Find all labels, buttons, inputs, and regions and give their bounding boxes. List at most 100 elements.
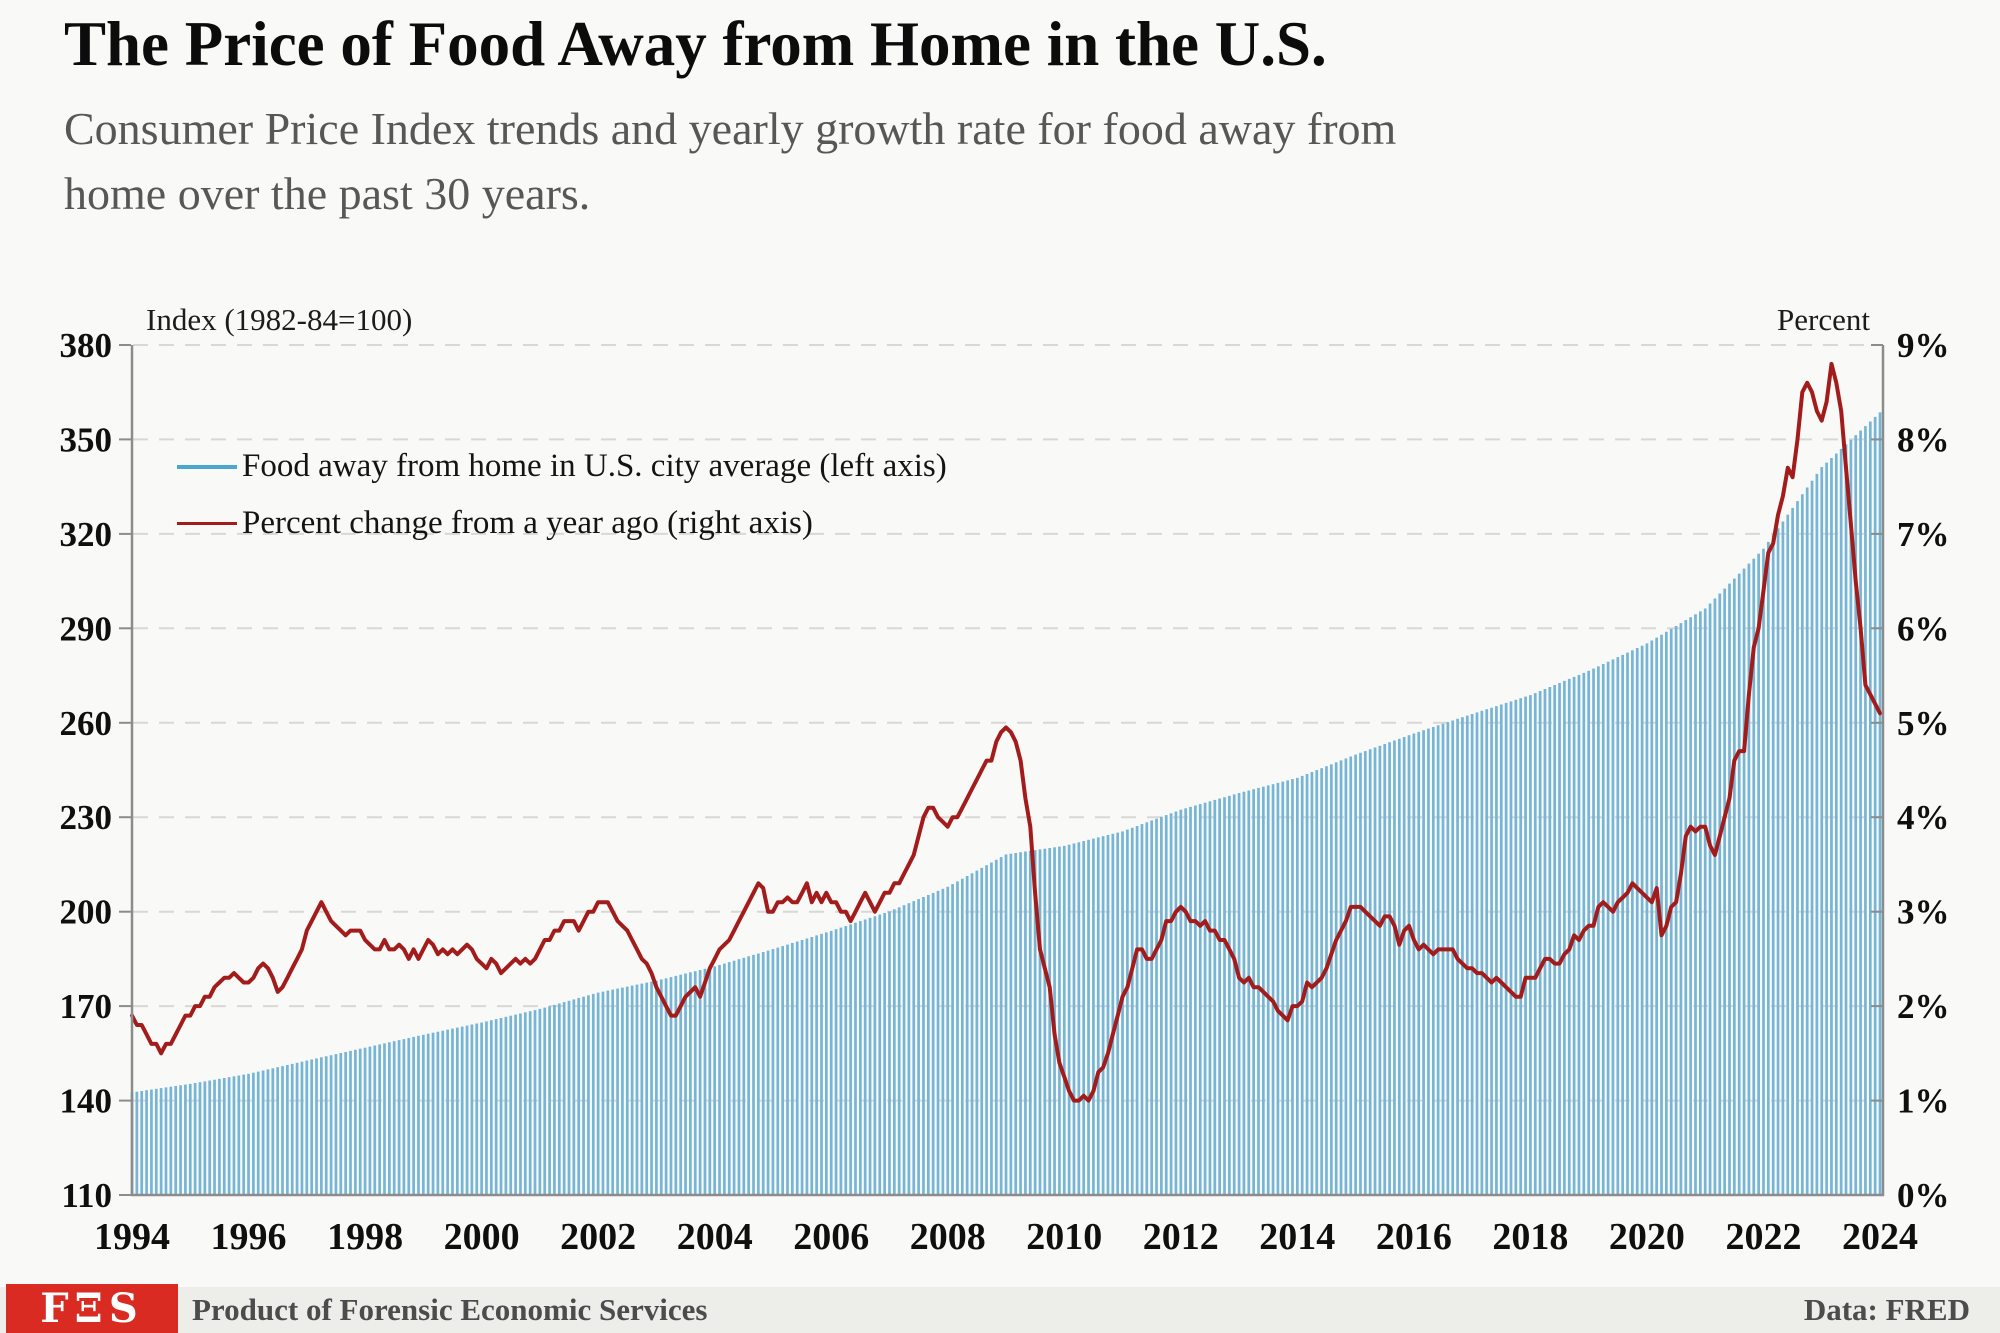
cpi-bar (188, 1083, 192, 1194)
cpi-bar (1237, 793, 1241, 1194)
cpi-bar (1718, 593, 1722, 1194)
cpi-bar (1524, 696, 1527, 1194)
cpi-bar (368, 1046, 372, 1194)
cpi-bar (1626, 652, 1629, 1194)
cpi-bar (1189, 806, 1192, 1194)
cpi-bar (1747, 563, 1751, 1194)
cpi-bar (917, 899, 920, 1194)
cpi-bar (514, 1014, 517, 1194)
cpi-bar (1465, 715, 1469, 1194)
cpi-bar (523, 1012, 527, 1194)
cpi-bar (800, 940, 804, 1194)
cpi-bar (475, 1023, 479, 1194)
cpi-bar (674, 975, 678, 1194)
cpi-bar (737, 959, 741, 1194)
cpi-bar (1174, 811, 1178, 1194)
cpi-bar (1514, 699, 1518, 1194)
axis-spines (130, 345, 1885, 1197)
cpi-bar (1004, 854, 1008, 1194)
cpi-bar (1592, 668, 1595, 1194)
cpi-bar (232, 1076, 236, 1194)
cpi-bar (752, 954, 755, 1194)
cpi-bar (1737, 573, 1741, 1194)
cpi-bar (766, 950, 770, 1194)
cpi-bar (1024, 851, 1027, 1194)
cpi-bar (1431, 727, 1435, 1194)
cpi-bar (1830, 458, 1833, 1194)
left-tick-label: 170 (60, 987, 113, 1026)
cpi-bar (1028, 850, 1032, 1194)
cpi-bar (184, 1084, 187, 1194)
cpi-bar (1611, 659, 1615, 1194)
cpi-bar (329, 1055, 333, 1194)
cpi-bar (1427, 728, 1430, 1194)
y-axis-left: 110 140 170 200 230 260 290 320 350 380 (60, 326, 131, 1215)
cpi-bar (1844, 444, 1848, 1194)
cpi-bar (1397, 738, 1401, 1194)
cpi-bar (941, 888, 945, 1194)
legend-label-percent-series: Percent change from a year ago (right ax… (242, 505, 813, 541)
cpi-bar (572, 999, 576, 1194)
cpi-bar (1655, 637, 1658, 1194)
cpi-bar (1164, 815, 1168, 1194)
cpi-bar (499, 1018, 503, 1194)
cpi-bar (213, 1079, 216, 1194)
cpi-bar (587, 995, 590, 1194)
cpi-bar (383, 1043, 386, 1194)
cpi-bar (1058, 846, 1061, 1194)
cpi-bar (776, 947, 780, 1194)
cpi-bar (747, 956, 751, 1194)
left-tick-label: 230 (60, 798, 113, 837)
cpi-bar (1247, 790, 1251, 1194)
cpi-bar (1567, 678, 1571, 1194)
cpi-bar (1043, 848, 1047, 1194)
cpi-bar (844, 926, 848, 1194)
cpi-bar (485, 1021, 488, 1194)
cpi-bar (810, 937, 814, 1194)
cpi-bar (1825, 462, 1828, 1195)
cpi-bar (489, 1020, 493, 1194)
cpi-bar (606, 990, 610, 1194)
cpi-bar (1441, 723, 1445, 1194)
fes-logo: FΞS (6, 1284, 178, 1333)
cpi-bar (286, 1065, 289, 1194)
cpi-bar (679, 974, 683, 1194)
cpi-bar (621, 987, 624, 1194)
cpi-bar (577, 998, 581, 1194)
cpi-bar (1563, 680, 1566, 1194)
cpi-bar (1223, 797, 1226, 1194)
cpi-bar (1276, 782, 1280, 1194)
cpi-bar (742, 957, 746, 1194)
cpi-bar (252, 1072, 255, 1194)
cpi-bar (1645, 643, 1649, 1194)
cpi-bar (528, 1011, 532, 1194)
cpi-bar (1529, 695, 1532, 1194)
page-subtitle: Consumer Price Index trends and yearly g… (64, 96, 1396, 227)
cpi-bar (1150, 820, 1154, 1194)
cpi-bar (1096, 837, 1100, 1194)
cpi-bar (718, 965, 721, 1194)
cpi-bar (1470, 714, 1474, 1194)
cpi-bar (271, 1068, 275, 1194)
cpi-bar (1796, 501, 1799, 1195)
cpi-bar (349, 1050, 352, 1194)
cpi-bar (276, 1067, 280, 1194)
cpi-bar (1208, 801, 1212, 1194)
cpi-bar (421, 1034, 425, 1194)
cpi-bar (975, 870, 979, 1194)
cpi-bar (1703, 608, 1707, 1194)
cpi-bar (1038, 849, 1042, 1194)
right-tick-label: 1% (1897, 1082, 1950, 1121)
cpi-bar (616, 988, 619, 1194)
x-tick-label: 2008 (910, 1216, 986, 1258)
cpi-bar (203, 1081, 207, 1194)
cpi-bar (208, 1080, 212, 1194)
cpi-bar (1179, 809, 1183, 1194)
x-tick-label: 1998 (327, 1216, 403, 1258)
cpi-bar (1781, 521, 1785, 1194)
cpi-bar (1407, 735, 1411, 1194)
cpi-bar (1577, 674, 1581, 1194)
cpi-bar (1504, 702, 1508, 1194)
cpi-bar (1329, 764, 1333, 1194)
cpi-bar (1169, 813, 1173, 1194)
